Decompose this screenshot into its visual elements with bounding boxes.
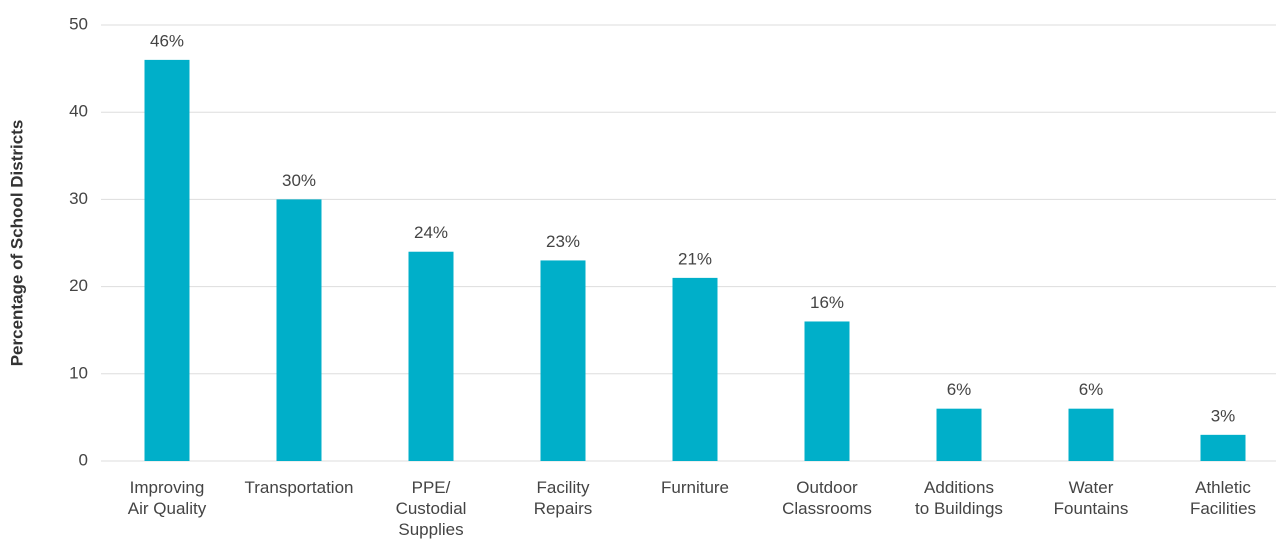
- data-label: 6%: [1079, 380, 1104, 399]
- data-label: 16%: [810, 293, 844, 312]
- data-label: 24%: [414, 223, 448, 242]
- bar: [276, 199, 322, 461]
- bar: [1200, 434, 1246, 461]
- bar: [144, 59, 190, 461]
- x-tick-label: Additions to Buildings: [915, 478, 1003, 518]
- y-tick-label: 30: [69, 189, 88, 208]
- data-label: 23%: [546, 232, 580, 251]
- y-tick-label: 20: [69, 276, 88, 295]
- x-tick-label: Improving Air Quality: [127, 478, 207, 518]
- x-tick-label: Water Fountains: [1053, 478, 1129, 518]
- bar: [408, 251, 454, 461]
- bar: [540, 260, 586, 461]
- data-label: 6%: [947, 380, 972, 399]
- bar: [672, 277, 718, 461]
- x-tick-label: Outdoor Classrooms: [782, 478, 872, 518]
- bar: [936, 408, 982, 461]
- data-label: 21%: [678, 249, 712, 268]
- bar: [1068, 408, 1114, 461]
- x-tick-label: Athletic Facilities: [1189, 478, 1257, 518]
- data-label: 46%: [150, 31, 184, 50]
- data-label: 3%: [1211, 406, 1236, 425]
- data-label: 30%: [282, 171, 316, 190]
- x-tick-label: Transportation: [244, 478, 354, 497]
- y-tick-label: 40: [69, 102, 88, 121]
- bar: [804, 321, 850, 461]
- x-tick-label: Facility Repairs: [533, 478, 593, 518]
- y-tick-label: 10: [69, 363, 88, 382]
- x-tick-label: Furniture: [660, 478, 730, 497]
- y-tick-label: 0: [79, 450, 88, 469]
- y-tick-label: 50: [69, 14, 88, 33]
- y-axis-title: Percentage of School Districts: [7, 120, 26, 367]
- x-tick-label: PPE/ Custodial Supplies: [395, 478, 467, 539]
